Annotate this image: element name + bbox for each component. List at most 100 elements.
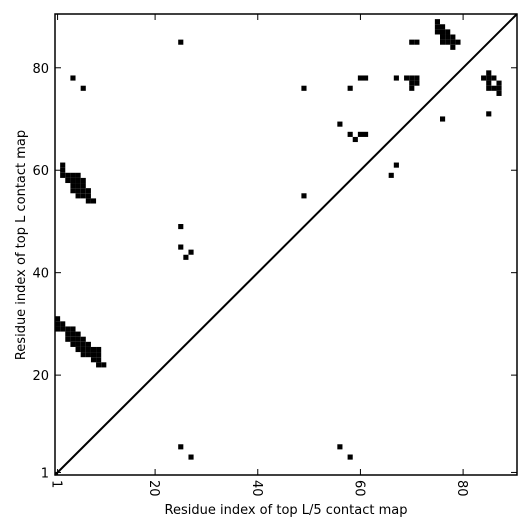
contact (178, 244, 184, 250)
contact (404, 75, 410, 81)
contact (434, 29, 440, 35)
contact (85, 341, 91, 347)
contact (188, 454, 194, 460)
contact (65, 177, 71, 184)
contact (96, 362, 102, 368)
diagonal (54, 13, 518, 476)
contact (85, 346, 91, 353)
contact (101, 362, 107, 368)
contact (80, 188, 86, 194)
y-tick-label: 1 (41, 466, 49, 481)
contact (301, 85, 307, 91)
contact (440, 24, 446, 30)
contact (409, 75, 415, 81)
contact (55, 326, 61, 332)
contact (60, 321, 66, 327)
contact (80, 177, 86, 184)
contact (80, 183, 86, 189)
contact (75, 183, 81, 189)
contact (75, 188, 81, 194)
plot-frame (54, 13, 518, 476)
contact (75, 341, 81, 347)
contact (80, 341, 86, 347)
contact (60, 162, 66, 168)
contact (60, 167, 66, 173)
contact (183, 254, 189, 260)
y-tick-label: 80 (32, 62, 49, 77)
contact (80, 193, 86, 199)
contact (85, 188, 91, 194)
contact (75, 177, 81, 184)
contact (188, 249, 194, 255)
contact (85, 193, 91, 199)
contact (80, 346, 86, 353)
contact (70, 331, 76, 337)
x-tick-label: 20 (146, 480, 161, 497)
contact (65, 336, 71, 342)
contact (450, 39, 456, 45)
contact (65, 326, 71, 332)
contact (70, 75, 76, 81)
contact (409, 85, 415, 91)
contact (60, 326, 66, 332)
contact (414, 80, 420, 86)
contact (70, 172, 76, 178)
contact (455, 39, 461, 45)
contact (75, 331, 81, 337)
contact (347, 131, 353, 137)
contact (440, 29, 446, 35)
contact (445, 39, 451, 45)
contact (491, 75, 497, 81)
contact (450, 34, 456, 40)
y-axis-label: Residue index of top L contact map (14, 130, 29, 360)
contact (434, 24, 440, 30)
contact (85, 352, 91, 358)
contact (486, 111, 492, 117)
contact (409, 80, 415, 86)
x-tick-label: 60 (351, 480, 366, 497)
contact (491, 85, 497, 91)
contact (409, 39, 415, 45)
x-axis-label: Residue index of top L/5 contact map (165, 503, 408, 518)
contact (450, 44, 456, 50)
contact (90, 357, 97, 363)
contact (414, 39, 420, 45)
contact (347, 85, 353, 91)
contact (90, 198, 97, 204)
contact (96, 352, 102, 358)
contact (70, 326, 76, 332)
contact (496, 85, 502, 91)
y-tick-label: 40 (32, 267, 49, 282)
contact (393, 75, 399, 81)
contact (337, 121, 343, 127)
x-tick-label: 1 (49, 480, 64, 488)
contact (434, 19, 440, 25)
contact (357, 131, 363, 137)
contact (347, 454, 353, 460)
x-tick-label: 80 (454, 480, 469, 497)
contact (301, 193, 307, 199)
contact (65, 331, 71, 337)
contact (70, 183, 76, 189)
y-tick-label: 20 (32, 369, 49, 384)
contact (496, 80, 502, 86)
contact (414, 75, 420, 81)
contact (363, 131, 369, 137)
contact (96, 357, 102, 363)
contact (70, 336, 76, 342)
contact (75, 193, 81, 199)
contact (75, 346, 81, 353)
contact (178, 224, 184, 230)
contact (445, 29, 451, 35)
contact (90, 352, 97, 358)
contact (486, 75, 492, 81)
contact (70, 341, 76, 347)
contact (440, 116, 446, 122)
y-tick-label: 60 (32, 164, 49, 179)
contact (178, 444, 184, 450)
contact (80, 352, 86, 358)
contact (75, 336, 81, 342)
contact (75, 172, 81, 178)
contact (486, 85, 492, 91)
